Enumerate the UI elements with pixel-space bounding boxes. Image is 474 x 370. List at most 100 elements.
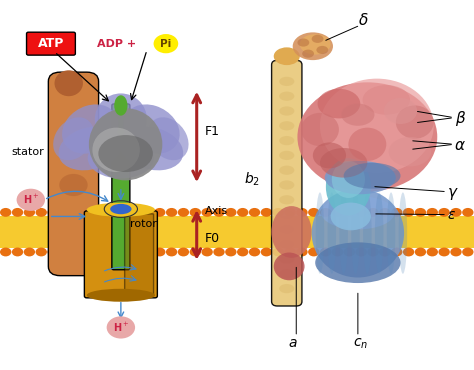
Ellipse shape bbox=[339, 192, 348, 274]
Ellipse shape bbox=[313, 142, 346, 168]
Ellipse shape bbox=[341, 104, 374, 126]
Circle shape bbox=[237, 248, 248, 256]
Ellipse shape bbox=[293, 32, 333, 60]
Ellipse shape bbox=[87, 203, 155, 217]
Ellipse shape bbox=[273, 47, 300, 65]
Circle shape bbox=[12, 208, 23, 217]
FancyBboxPatch shape bbox=[84, 211, 157, 298]
Circle shape bbox=[450, 248, 462, 256]
Text: $c_n$: $c_n$ bbox=[353, 336, 368, 350]
Circle shape bbox=[118, 248, 130, 256]
Ellipse shape bbox=[279, 165, 294, 175]
Circle shape bbox=[166, 208, 177, 217]
Ellipse shape bbox=[363, 192, 372, 274]
Circle shape bbox=[166, 248, 177, 256]
Ellipse shape bbox=[279, 107, 294, 115]
Circle shape bbox=[320, 248, 331, 256]
Circle shape bbox=[107, 208, 118, 217]
Ellipse shape bbox=[387, 192, 395, 274]
Ellipse shape bbox=[88, 138, 154, 178]
Circle shape bbox=[332, 208, 343, 217]
FancyBboxPatch shape bbox=[27, 32, 75, 55]
Circle shape bbox=[71, 208, 82, 217]
Circle shape bbox=[296, 248, 308, 256]
Circle shape bbox=[0, 248, 11, 256]
Text: rotor: rotor bbox=[130, 219, 157, 229]
Ellipse shape bbox=[120, 127, 183, 170]
Ellipse shape bbox=[326, 158, 371, 215]
Text: ADP +: ADP + bbox=[97, 38, 140, 49]
Circle shape bbox=[379, 208, 391, 217]
Text: Axis: Axis bbox=[205, 206, 228, 216]
Ellipse shape bbox=[300, 34, 331, 55]
Circle shape bbox=[403, 208, 414, 217]
Circle shape bbox=[237, 208, 248, 217]
Ellipse shape bbox=[279, 284, 294, 293]
Ellipse shape bbox=[279, 77, 294, 86]
Circle shape bbox=[427, 248, 438, 256]
Circle shape bbox=[201, 208, 213, 217]
Ellipse shape bbox=[87, 289, 155, 302]
Circle shape bbox=[438, 248, 450, 256]
Circle shape bbox=[367, 208, 379, 217]
Text: γ: γ bbox=[448, 185, 457, 200]
Circle shape bbox=[332, 248, 343, 256]
Ellipse shape bbox=[279, 195, 294, 204]
Ellipse shape bbox=[384, 98, 417, 124]
Text: $a$: $a$ bbox=[288, 336, 298, 350]
Text: β: β bbox=[455, 111, 465, 126]
Circle shape bbox=[12, 248, 23, 256]
Ellipse shape bbox=[344, 163, 401, 189]
Ellipse shape bbox=[312, 35, 324, 43]
Ellipse shape bbox=[58, 127, 122, 170]
Ellipse shape bbox=[62, 104, 118, 154]
Ellipse shape bbox=[315, 242, 401, 283]
Circle shape bbox=[83, 208, 94, 217]
Ellipse shape bbox=[271, 206, 311, 258]
FancyBboxPatch shape bbox=[125, 214, 154, 295]
Ellipse shape bbox=[279, 151, 294, 160]
Circle shape bbox=[273, 208, 284, 217]
Circle shape bbox=[178, 208, 189, 217]
Ellipse shape bbox=[363, 85, 410, 115]
Circle shape bbox=[24, 248, 35, 256]
Text: α: α bbox=[455, 138, 465, 152]
Ellipse shape bbox=[320, 148, 367, 178]
Circle shape bbox=[225, 248, 237, 256]
Circle shape bbox=[95, 248, 106, 256]
Ellipse shape bbox=[279, 269, 294, 278]
Circle shape bbox=[379, 248, 391, 256]
Text: Pi: Pi bbox=[160, 38, 172, 49]
Circle shape bbox=[462, 208, 474, 217]
Circle shape bbox=[47, 208, 59, 217]
Circle shape bbox=[36, 208, 47, 217]
Circle shape bbox=[213, 208, 225, 217]
Circle shape bbox=[24, 208, 35, 217]
Circle shape bbox=[225, 208, 237, 217]
Circle shape bbox=[83, 248, 94, 256]
Circle shape bbox=[403, 248, 414, 256]
Circle shape bbox=[0, 208, 11, 217]
Circle shape bbox=[320, 208, 331, 217]
Circle shape bbox=[296, 208, 308, 217]
Ellipse shape bbox=[274, 252, 304, 280]
Ellipse shape bbox=[399, 192, 407, 274]
Circle shape bbox=[154, 34, 178, 53]
Circle shape bbox=[391, 208, 402, 217]
Ellipse shape bbox=[302, 50, 314, 58]
Ellipse shape bbox=[89, 108, 162, 180]
Circle shape bbox=[71, 248, 82, 256]
Circle shape bbox=[261, 248, 272, 256]
Circle shape bbox=[284, 248, 296, 256]
Ellipse shape bbox=[375, 192, 383, 274]
Circle shape bbox=[415, 248, 426, 256]
Circle shape bbox=[415, 208, 426, 217]
FancyBboxPatch shape bbox=[48, 72, 99, 276]
Text: H$^+$: H$^+$ bbox=[113, 321, 129, 334]
Circle shape bbox=[59, 248, 71, 256]
Bar bbox=[0, 216, 474, 248]
Ellipse shape bbox=[311, 189, 404, 278]
Circle shape bbox=[154, 248, 165, 256]
Ellipse shape bbox=[110, 204, 131, 214]
Circle shape bbox=[130, 208, 142, 217]
